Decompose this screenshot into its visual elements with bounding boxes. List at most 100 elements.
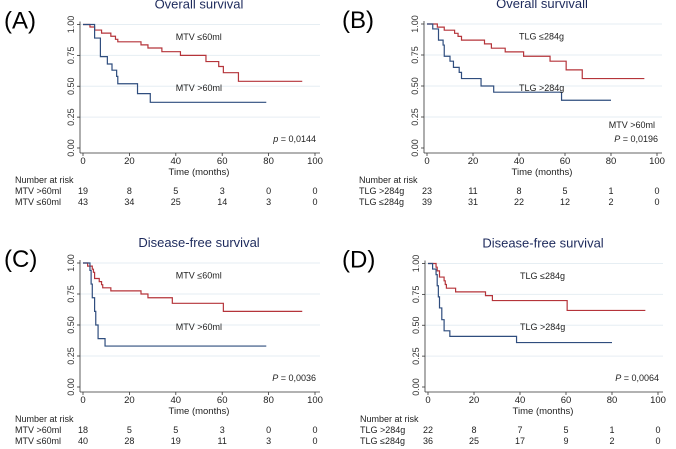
- chart-title: Overall survival: [155, 0, 244, 12]
- x-tick-label: 0: [80, 395, 85, 406]
- x-tick-label: 20: [468, 156, 479, 167]
- y-tick-label: 1.00: [66, 16, 76, 34]
- risk-count: 8: [471, 425, 476, 435]
- panel-label: (D): [342, 247, 375, 274]
- risk-count: 0: [655, 425, 660, 435]
- survival-curve-red: [428, 262, 646, 312]
- panel-label: (A): [4, 8, 36, 35]
- risk-count: 7: [517, 425, 522, 435]
- risk-count: 0: [312, 425, 317, 435]
- y-tick-label: 0.50: [410, 77, 420, 95]
- risk-count: 22: [514, 197, 524, 207]
- survival-curve-blue: [83, 23, 267, 103]
- x-tick-label: 60: [560, 156, 571, 167]
- risk-count: 17: [515, 436, 525, 446]
- curve-label: TLG ≤284g: [520, 271, 565, 281]
- risk-table-title: Number at risk: [15, 175, 74, 185]
- y-tick-label: 0.75: [66, 285, 76, 303]
- x-tick-label: 0: [80, 156, 85, 167]
- risk-count: 19: [78, 186, 88, 196]
- risk-count: 8: [127, 186, 132, 196]
- risk-count: 1: [608, 186, 613, 196]
- p-value-text: = 0,0064: [621, 373, 659, 383]
- p-value: P = 0,0196: [614, 134, 658, 144]
- survival-curve-blue: [428, 262, 612, 344]
- x-tick-label: 40: [171, 156, 182, 167]
- survival-curve-blue: [83, 262, 267, 347]
- x-tick-label: 0: [424, 156, 429, 167]
- x-tick-label: 20: [124, 156, 135, 167]
- risk-count: 5: [563, 425, 568, 435]
- risk-count: 3: [266, 197, 271, 207]
- x-tick-label: 60: [217, 395, 228, 406]
- risk-count: 5: [173, 186, 178, 196]
- y-tick-label: 0.25: [411, 347, 421, 365]
- km-panel-c: (C) Disease-free survival 0.00 0.25 0.50 0.75…: [4, 235, 323, 446]
- risk-count: 9: [563, 436, 568, 446]
- x-tick-label: 20: [124, 395, 135, 406]
- risk-row-label: TLG >284g: [359, 186, 404, 196]
- survival-curve-red: [427, 23, 645, 80]
- risk-table-title: Number at risk: [360, 414, 419, 424]
- risk-row-label: MTV ≤60ml: [15, 197, 61, 207]
- y-tick-label: 0.25: [410, 108, 420, 126]
- km-panel-a: (A) Overall survival 0.00 0.25 0.50 0.75 1.00 0…: [4, 0, 323, 207]
- risk-count: 5: [173, 425, 178, 435]
- risk-count: 23: [422, 186, 432, 196]
- risk-count: 0: [312, 197, 317, 207]
- x-tick-label: 60: [217, 156, 228, 167]
- risk-count: 25: [171, 197, 181, 207]
- risk-count: 2: [608, 197, 613, 207]
- risk-row-label: TLG >284g: [360, 425, 405, 435]
- x-tick-label: 20: [469, 395, 480, 406]
- km-panel-b: (B) Overall survivall 0.00 0.25 0.50 0.75 1.00…: [342, 0, 665, 207]
- risk-count: 11: [218, 436, 227, 446]
- x-tick-label: 100: [649, 156, 665, 167]
- x-tick-label: 100: [307, 156, 323, 167]
- p-value-text: = 0,0144: [278, 134, 316, 144]
- chart-title: Disease-free survival: [482, 236, 603, 251]
- risk-count: 3: [220, 425, 225, 435]
- risk-count: 5: [562, 186, 567, 196]
- x-tick-label: 40: [514, 156, 525, 167]
- chart-title: Disease-free survival: [138, 235, 259, 250]
- risk-count: 14: [217, 197, 227, 207]
- x-axis-label: Time (months): [169, 167, 230, 178]
- survival-curve-red: [83, 262, 303, 312]
- risk-count: 0: [312, 436, 317, 446]
- risk-count: 0: [266, 186, 271, 196]
- risk-count: 18: [78, 425, 88, 435]
- curve-label: MTV >60ml: [176, 83, 222, 93]
- x-tick-label: 40: [171, 395, 182, 406]
- p-value: p = 0,0144: [272, 134, 316, 144]
- risk-row-label: MTV >60ml: [15, 186, 61, 196]
- chart-title: Overall survivall: [496, 0, 588, 11]
- risk-row-label: MTV >60ml: [15, 425, 61, 435]
- survival-curve-red: [83, 23, 303, 82]
- p-symbol: p: [272, 134, 278, 144]
- risk-count: 36: [423, 436, 433, 446]
- risk-count: 0: [312, 186, 317, 196]
- risk-count: 22: [423, 425, 433, 435]
- x-tick-label: 80: [263, 156, 274, 167]
- risk-count: 2: [609, 436, 614, 446]
- risk-count: 0: [654, 197, 659, 207]
- risk-count: 40: [78, 436, 88, 446]
- risk-table-title: Number at risk: [15, 414, 74, 424]
- risk-count: 19: [171, 436, 181, 446]
- x-axis-label: Time (months): [512, 167, 573, 178]
- risk-count: 31: [468, 197, 478, 207]
- x-tick-label: 100: [650, 395, 666, 406]
- risk-row-label: TLG ≤284g: [360, 436, 405, 446]
- y-tick-label: 1.00: [66, 254, 76, 272]
- p-value: P = 0,0036: [272, 373, 316, 383]
- y-tick-label: 0.75: [410, 46, 420, 64]
- x-tick-label: 80: [606, 156, 617, 167]
- x-axis-label: Time (months): [513, 406, 574, 417]
- risk-count: 43: [78, 197, 88, 207]
- y-tick-label: 0.00: [66, 139, 76, 157]
- x-tick-label: 60: [561, 395, 572, 406]
- risk-row-label: TLG ≤284g: [359, 197, 404, 207]
- y-tick-label: 0.75: [411, 286, 421, 304]
